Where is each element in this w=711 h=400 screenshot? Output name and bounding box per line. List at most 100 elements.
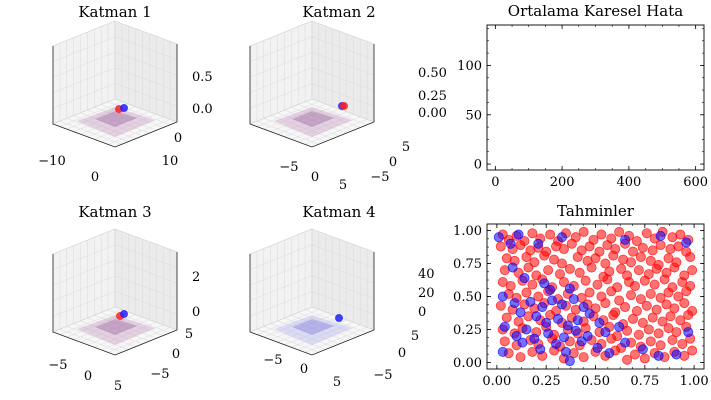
floor-grid [80, 112, 143, 137]
floor-grid [277, 320, 340, 345]
y-tick-label: 0 [474, 158, 482, 173]
wall-grid [249, 51, 313, 78]
x-tick-label: 0.00 [482, 374, 511, 389]
scatter-point [564, 283, 575, 294]
scatter-point [499, 321, 510, 332]
scatter-point [629, 280, 640, 291]
scatter-point [653, 328, 664, 339]
scatter-point [683, 327, 694, 338]
floor-grid [101, 104, 164, 128]
x-tick-label: 0 [311, 170, 319, 185]
data-point [120, 310, 128, 318]
scatter-point [535, 344, 546, 355]
scatter-point [649, 279, 660, 290]
floor-grid [291, 322, 354, 348]
floor-grid [256, 309, 319, 335]
scatter-point [525, 296, 536, 307]
scatter-point [675, 315, 686, 326]
scatter-point [558, 332, 569, 343]
floor-grid [305, 309, 368, 334]
scatter-point [614, 321, 625, 332]
panel-title: Ortalama Karesel Hata [508, 2, 684, 20]
scatter-point [655, 240, 666, 251]
scatter-point [661, 299, 672, 310]
scatter-point [553, 313, 564, 324]
wall-grid [52, 51, 116, 78]
floor-grid [305, 119, 368, 145]
scatter-point [637, 317, 648, 328]
scatter-point [622, 354, 633, 365]
floor-grid [256, 101, 319, 127]
floor-grid [284, 109, 347, 134]
wall-grid [311, 36, 375, 60]
scatter-point [602, 240, 613, 251]
scatter-point [600, 298, 611, 309]
scatter-point [527, 228, 538, 239]
floor-grid [291, 315, 354, 339]
scatter-point [620, 337, 631, 348]
scatter-point [515, 307, 526, 318]
scatter-point [637, 344, 648, 355]
floor-grid [284, 317, 347, 342]
floor-grid [94, 322, 157, 348]
scatter-point [531, 311, 542, 322]
scatter-point [517, 337, 528, 348]
floor-grid [87, 109, 150, 134]
scatter-point [543, 328, 554, 339]
x-tick-label: −5 [279, 160, 298, 175]
scatter-point [533, 291, 544, 302]
y-tick-label: 100 [457, 59, 482, 74]
wall-grid [311, 83, 375, 107]
scatter-point [590, 253, 601, 264]
floor-grid [73, 323, 136, 347]
mse-plot: 0 200 400 600 0 50 100 Ortalama Karesel Hata [457, 2, 708, 190]
scatter-point [639, 353, 650, 364]
panel-title: Katman 3 [78, 203, 151, 221]
floor-grid [80, 316, 143, 343]
scatter-point [539, 278, 550, 289]
scatter-point [507, 262, 518, 273]
scatter-point [620, 302, 631, 313]
wall-grid [114, 275, 178, 300]
scatter-point [626, 257, 637, 268]
scatter-point [657, 316, 668, 327]
scatter-point [643, 324, 654, 335]
scatter-point [584, 241, 595, 252]
floor-grid [305, 101, 368, 126]
scatter-point [653, 350, 664, 361]
scatter-point [554, 269, 565, 280]
scatter-point [596, 229, 607, 240]
scatter-point [651, 263, 662, 274]
wall-grid [114, 67, 178, 92]
floor-grid [291, 114, 354, 140]
x-tick-label: 5 [333, 375, 341, 390]
scatter-point [556, 232, 567, 243]
floor-grid [270, 323, 333, 347]
wall-grid [52, 36, 116, 62]
z-tick-label: 0 [192, 305, 200, 320]
x-tick-label: 200 [550, 175, 575, 190]
scatter-point [606, 333, 617, 344]
x-tick-label: 0 [84, 369, 92, 384]
scatter-point [572, 251, 583, 262]
scatter-point [679, 298, 690, 309]
scatter-point [574, 267, 585, 278]
scatter-point [627, 246, 638, 257]
scatter-point [616, 263, 627, 274]
wall-grid [52, 83, 116, 109]
scatter-point [580, 275, 591, 286]
y-tick-label: 0.50 [453, 290, 482, 305]
floor-grid [263, 326, 326, 350]
floor-grid [73, 115, 136, 139]
floor-grid [87, 319, 150, 346]
scatter-point [655, 230, 666, 241]
scatter-point [586, 262, 597, 273]
floor-grid [263, 103, 326, 130]
scatter-point [594, 317, 605, 328]
scatter-point [558, 276, 569, 287]
wall-grid [114, 244, 178, 268]
wall-grid [114, 83, 178, 107]
axis-edges [249, 44, 375, 148]
y-tick-label: 1.00 [453, 224, 482, 239]
